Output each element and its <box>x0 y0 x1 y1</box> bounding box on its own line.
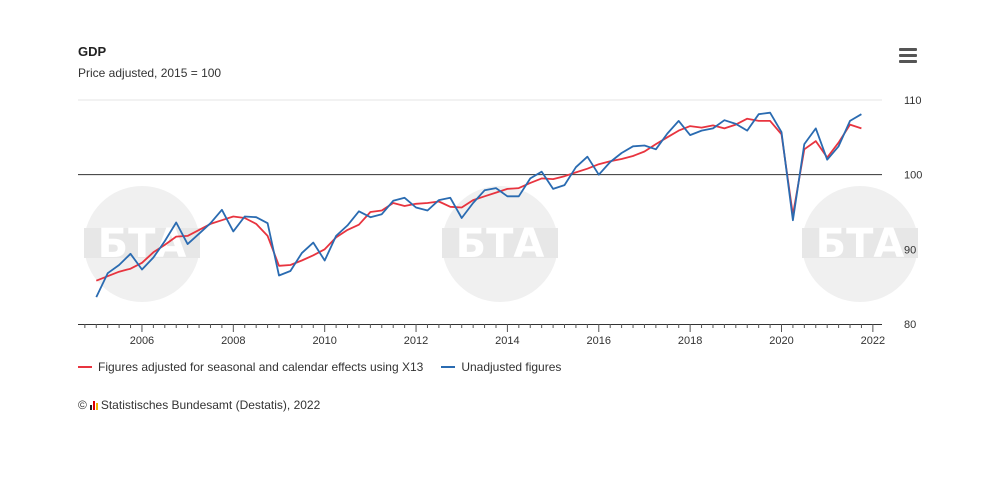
watermark-logo-icon: БТА <box>802 186 918 302</box>
legend-item-unadjusted[interactable]: Unadjusted figures <box>441 360 561 374</box>
hamburger-menu-icon[interactable] <box>899 48 917 64</box>
series-line-unadjusted <box>95 111 862 298</box>
series-line-adjusted <box>95 117 862 282</box>
watermark-text: БТА <box>816 221 905 267</box>
y-tick-label: 80 <box>904 319 916 331</box>
x-tick-label: 2016 <box>587 335 611 347</box>
watermark-layer: БТА БТА БТА <box>84 186 918 302</box>
chart-legend: Figures adjusted for seasonal and calend… <box>78 360 561 374</box>
menu-bar <box>899 54 917 57</box>
legend-label-adjusted: Figures adjusted for seasonal and calend… <box>98 360 424 374</box>
axes-layer: 2006 2008 2010 2012 2014 2016 2018 2020 2022 80 90… <box>78 95 922 347</box>
x-tick-label: 2018 <box>678 335 702 347</box>
x-tick-label: 2012 <box>404 335 428 347</box>
destatis-logo-icon <box>89 400 98 410</box>
x-tick-label: 2006 <box>130 335 154 347</box>
legend-swatch-unadjusted <box>441 366 456 368</box>
x-tick-label: 2020 <box>769 335 793 347</box>
y-tick-label: 90 <box>904 244 916 256</box>
legend-item-adjusted[interactable]: Figures adjusted for seasonal and calend… <box>78 360 423 374</box>
x-tick-label: 2008 <box>221 335 245 347</box>
copyright-symbol: © <box>78 398 87 412</box>
x-tick-label: 2014 <box>495 335 519 347</box>
legend-label-unadjusted: Unadjusted figures <box>461 360 562 374</box>
y-tick-label: 110 <box>904 95 922 107</box>
watermark-band <box>802 228 918 258</box>
y-tick-label: 100 <box>904 170 922 182</box>
watermark-band <box>442 228 558 258</box>
credits-text: Statistisches Bundesamt (Destatis), 2022 <box>100 398 321 412</box>
watermark-band <box>84 228 200 258</box>
series-layer <box>95 111 862 298</box>
chart-title: GDP <box>78 44 107 59</box>
grid-layer <box>78 99 882 176</box>
chart-subtitle: Price adjusted, 2015 = 100 <box>78 66 222 80</box>
legend-swatch-adjusted <box>78 366 92 368</box>
menu-bar <box>899 48 917 51</box>
x-tick-label: 2022 <box>861 335 885 347</box>
menu-bar <box>899 60 917 63</box>
x-tick-label: 2010 <box>312 335 336 347</box>
watermark-text: БТА <box>456 221 545 267</box>
chart-credits[interactable]: © Statistisches Bundesamt (Destatis), 20… <box>78 398 320 412</box>
watermark-logo-icon: БТА <box>442 186 558 302</box>
